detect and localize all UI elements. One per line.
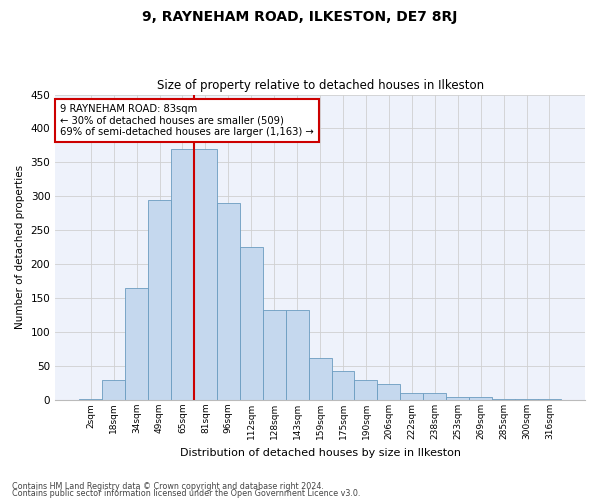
Text: 9, RAYNEHAM ROAD, ILKESTON, DE7 8RJ: 9, RAYNEHAM ROAD, ILKESTON, DE7 8RJ [142,10,458,24]
Bar [148,200,171,400]
Bar [308,358,332,400]
Bar [332,371,355,400]
Bar [240,248,263,400]
X-axis label: Distribution of detached houses by size in Ilkeston: Distribution of detached houses by size … [179,448,461,458]
Bar [263,310,286,400]
Bar [102,380,125,400]
Text: Contains HM Land Registry data © Crown copyright and database right 2024.: Contains HM Land Registry data © Crown c… [12,482,324,491]
Bar [492,398,515,400]
Bar [400,392,423,400]
Text: 9 RAYNEHAM ROAD: 83sqm
← 30% of detached houses are smaller (509)
69% of semi-de: 9 RAYNEHAM ROAD: 83sqm ← 30% of detached… [61,104,314,137]
Bar [194,149,217,400]
Bar [217,203,240,400]
Bar [423,392,446,400]
Bar [469,398,492,400]
Title: Size of property relative to detached houses in Ilkeston: Size of property relative to detached ho… [157,79,484,92]
Bar [355,380,377,400]
Bar [171,149,194,400]
Text: Contains public sector information licensed under the Open Government Licence v3: Contains public sector information licen… [12,489,361,498]
Bar [286,310,308,400]
Bar [125,288,148,400]
Bar [377,384,400,400]
Y-axis label: Number of detached properties: Number of detached properties [15,165,25,330]
Bar [446,396,469,400]
